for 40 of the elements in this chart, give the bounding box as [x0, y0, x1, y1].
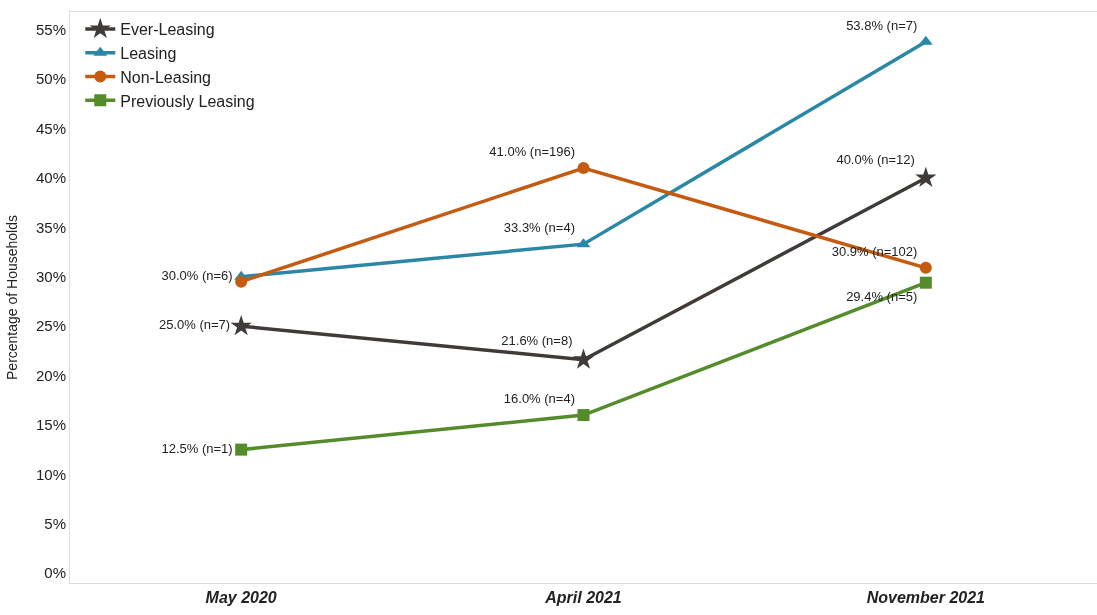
legend-label: Ever-Leasing — [120, 21, 215, 39]
y-tick-label: 10% — [35, 465, 66, 483]
x-tick-label: April 2021 — [544, 589, 622, 607]
y-tick-label: 15% — [35, 416, 66, 434]
y-tick-label: 5% — [44, 514, 66, 532]
y-tick-label: 50% — [35, 70, 66, 88]
data-label: 30.0% (n=6) — [161, 268, 233, 283]
y-tick-label: 30% — [35, 268, 66, 285]
point — [235, 275, 248, 288]
data-label: 41.0% (n=196) — [489, 144, 575, 160]
data-label: 21.6% (n=8) — [501, 333, 573, 349]
y-tick-label: 35% — [35, 218, 66, 236]
data-label: 30.9% (n=102) — [831, 244, 918, 260]
data-label: 12.5% (n=1) — [161, 440, 233, 456]
y-tick-label: 25% — [35, 317, 66, 335]
data-label: 33.3% (n=4) — [503, 220, 575, 236]
point — [235, 443, 248, 456]
point — [919, 276, 932, 289]
point — [577, 162, 590, 175]
data-label: 29.4% (n=5) — [846, 288, 918, 304]
x-tick-label: May 2020 — [205, 589, 277, 607]
legend-label: Previously Leasing — [120, 92, 255, 110]
legend-label: Leasing — [120, 44, 177, 62]
point — [915, 166, 937, 188]
legend-label: Non-Leasing — [120, 68, 211, 86]
x-tick-label: November 2021 — [866, 589, 986, 607]
y-tick-label: 45% — [35, 119, 66, 137]
y-tick-label: 20% — [35, 366, 66, 384]
point — [230, 314, 252, 336]
data-label: 40.0% (n=12) — [836, 151, 915, 167]
y-tick-label: 55% — [35, 21, 66, 39]
y-tick-label: 40% — [35, 169, 66, 187]
point — [919, 261, 932, 274]
y-tick-label: 0% — [44, 564, 66, 582]
data-label: 25.0% (n=7) — [158, 317, 231, 333]
data-label: 16.0% (n=4) — [503, 391, 575, 407]
point — [572, 348, 595, 369]
point — [577, 409, 590, 422]
y-axis-title: Percentage of Households — [3, 215, 20, 380]
data-label: 53.8% (n=7) — [846, 17, 918, 33]
